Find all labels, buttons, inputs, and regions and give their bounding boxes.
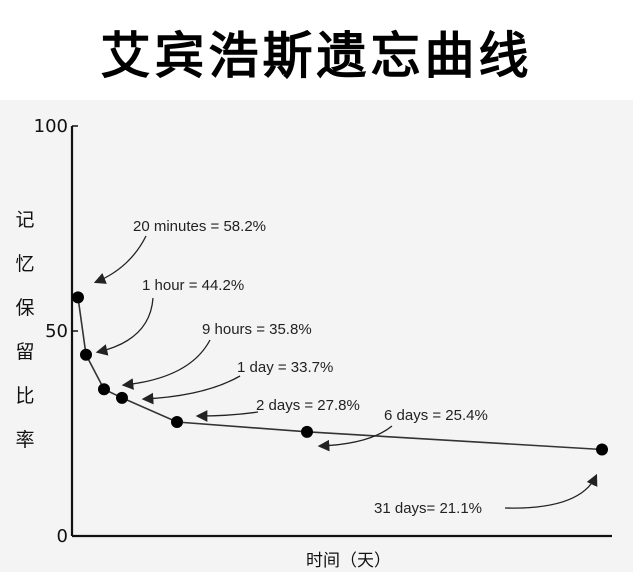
annotation-arrow bbox=[121, 339, 211, 390]
data-label: 2 days = 27.8% bbox=[256, 397, 360, 414]
data-point bbox=[80, 348, 92, 361]
y-tick-label: 100 bbox=[34, 116, 68, 137]
annotation-arrow bbox=[317, 425, 393, 452]
annotation-arrow bbox=[504, 473, 598, 509]
data-label: 20 minutes = 58.2% bbox=[133, 218, 266, 235]
data-point bbox=[116, 391, 128, 404]
forgetting-curve-line bbox=[77, 297, 603, 451]
annotation-arrow bbox=[195, 410, 259, 422]
data-point bbox=[171, 416, 183, 429]
annotation-arrow bbox=[141, 375, 241, 405]
data-label: 9 hours = 35.8% bbox=[202, 321, 312, 338]
annotation-arrow bbox=[95, 297, 154, 356]
x-axis-label: 时间（天） bbox=[306, 551, 391, 571]
y-axis-label: 记忆保留比率 bbox=[15, 209, 35, 451]
data-point bbox=[596, 443, 608, 456]
data-point bbox=[301, 425, 313, 438]
chart-title: 艾宾浩斯遗忘曲线 bbox=[100, 26, 533, 85]
data-label: 6 days = 25.4% bbox=[384, 407, 488, 424]
data-label: 1 day = 33.7% bbox=[237, 359, 333, 376]
data-point bbox=[72, 291, 84, 304]
y-tick-label: 50 bbox=[45, 321, 68, 342]
data-point bbox=[98, 383, 110, 396]
y-tick-label: 0 bbox=[57, 526, 68, 547]
plot-background bbox=[0, 100, 633, 572]
data-label: 31 days= 21.1% bbox=[374, 500, 482, 517]
data-label: 1 hour = 44.2% bbox=[142, 277, 244, 294]
annotation-arrow bbox=[93, 235, 147, 284]
